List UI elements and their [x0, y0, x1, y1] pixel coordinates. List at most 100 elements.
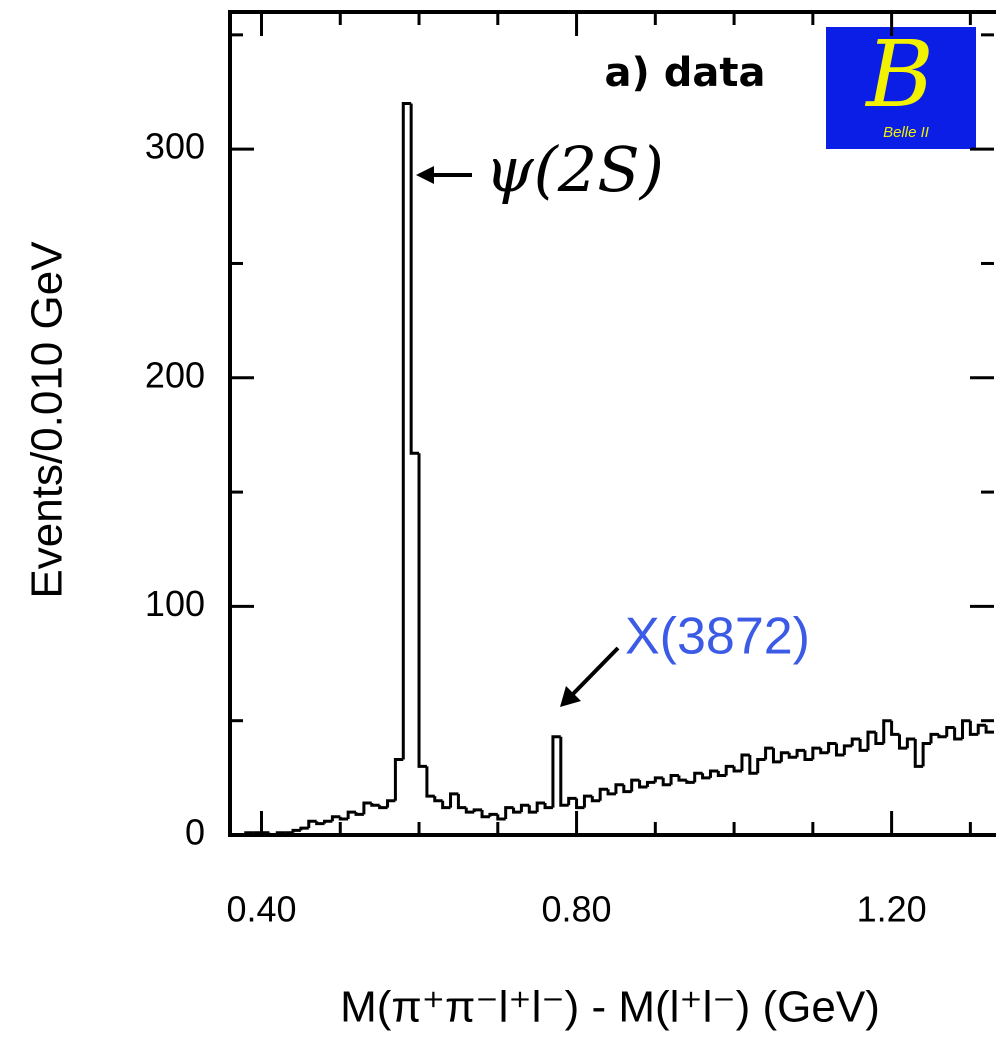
histogram-bin: [976, 723, 987, 735]
histogram-bin: [874, 732, 884, 746]
histogram-bin: [693, 771, 703, 783]
plot-frame: [228, 10, 996, 837]
y-tick-label: 300: [145, 126, 205, 167]
histogram-bin: [653, 776, 664, 783]
histogram-bin: [740, 753, 750, 771]
histogram-bin: [409, 103, 420, 455]
x-tick-label: 0.80: [542, 889, 612, 930]
histogram-bin: [527, 805, 538, 814]
histogram-bin: [905, 737, 916, 749]
histogram-bin: [488, 812, 498, 817]
histogram-bin: [417, 453, 427, 768]
histogram-bin: [551, 735, 561, 808]
histogram-bin: [661, 777, 672, 787]
histogram-bin: [598, 787, 609, 801]
histogram-bin: [929, 732, 939, 744]
x3872-arrow-head: [560, 686, 581, 707]
histogram-bin: [960, 719, 971, 739]
histogram-bin: [708, 769, 719, 778]
histogram-bin: [433, 796, 443, 803]
histogram-bin: [638, 780, 648, 789]
histogram-bin: [842, 744, 853, 755]
histogram-bin: [456, 793, 467, 810]
psi-arrow-head: [416, 166, 434, 184]
histogram-bin: [338, 816, 349, 821]
histogram-bin: [803, 750, 813, 762]
histogram-bin: [795, 748, 805, 758]
histogram-bin: [362, 801, 372, 815]
histogram-bin: [984, 725, 994, 734]
x-tick-label: 1.20: [857, 889, 927, 930]
histogram-bin: [890, 720, 900, 736]
histogram-bin: [937, 734, 947, 739]
histogram-bin: [401, 101, 412, 760]
histogram-bin: [575, 798, 585, 810]
histogram-bin: [386, 799, 396, 808]
histogram-bin: [677, 775, 687, 782]
histogram-bin: [866, 730, 876, 751]
logo-text: Belle II: [883, 124, 929, 141]
histogram-bin: [787, 752, 798, 759]
histogram-bin: [921, 742, 931, 767]
y-tick-label: 200: [145, 354, 205, 395]
histogram-bin: [512, 807, 522, 814]
histogram-bin: [645, 780, 656, 787]
histogram-bin: [464, 807, 475, 814]
histogram-bin: [756, 758, 766, 774]
histogram-bin: [945, 726, 955, 737]
histogram-bin: [449, 792, 459, 808]
histogram-bin: [724, 764, 735, 776]
histogram-bin: [669, 774, 679, 785]
histogram-bin: [543, 802, 553, 810]
histogram-bin: [315, 821, 325, 826]
histogram-bin: [496, 814, 506, 821]
histogram-bin: [897, 734, 908, 750]
histogram-bin: [323, 819, 333, 824]
logo-symbol: B: [864, 21, 934, 128]
histogram-bin: [519, 803, 530, 813]
x-axis-label: M(π⁺π⁻l⁺l⁻) - M(l⁺l⁻) (GeV): [340, 983, 880, 1032]
histogram-bin: [425, 766, 435, 798]
histogram-bin: [614, 783, 624, 794]
histogram-bin: [779, 751, 790, 762]
histogram-bin: [606, 789, 616, 796]
y-tick-label: 100: [145, 583, 205, 624]
histogram-bin: [685, 780, 695, 784]
histogram-bin: [567, 796, 577, 806]
histogram-bin: [472, 808, 483, 813]
histogram-bin: [330, 815, 341, 822]
psi-label: ψ(2S): [485, 133, 664, 206]
histogram-bin: [299, 826, 309, 831]
histogram-bin: [559, 736, 569, 807]
histogram-bin: [882, 719, 892, 744]
histogram-bin: [968, 720, 979, 736]
histogram-bin: [630, 778, 640, 792]
histogram-bin: [370, 802, 380, 807]
histogram-bin: [590, 796, 601, 803]
histogram-bin: [480, 809, 490, 819]
x3872-arrow: [570, 646, 620, 697]
histogram-bin: [834, 743, 845, 757]
y-tick-label: 0: [185, 812, 205, 853]
histogram-bin: [764, 746, 774, 760]
histogram-bin: [354, 812, 364, 816]
histogram-bin: [393, 758, 404, 801]
histogram-bin: [441, 800, 451, 810]
x3872-label: X(3872): [625, 608, 810, 666]
histogram-bin: [858, 738, 868, 752]
histogram-bin: [701, 773, 711, 780]
histogram-bin: [291, 828, 301, 833]
histogram-bin: [771, 748, 782, 764]
histogram-bin: [953, 727, 963, 741]
histogram-bin: [504, 806, 514, 819]
histogram-bin: [913, 738, 924, 768]
histogram-bin: [827, 742, 837, 753]
x-tick-label: 0.40: [226, 889, 296, 930]
histogram-bin: [622, 784, 632, 794]
logo-box: [826, 27, 976, 149]
histogram-bin: [748, 754, 758, 775]
histogram-bin: [732, 766, 742, 773]
y-axis-label: Events/0.010 GeV: [23, 241, 72, 599]
histogram-bin: [850, 737, 861, 746]
